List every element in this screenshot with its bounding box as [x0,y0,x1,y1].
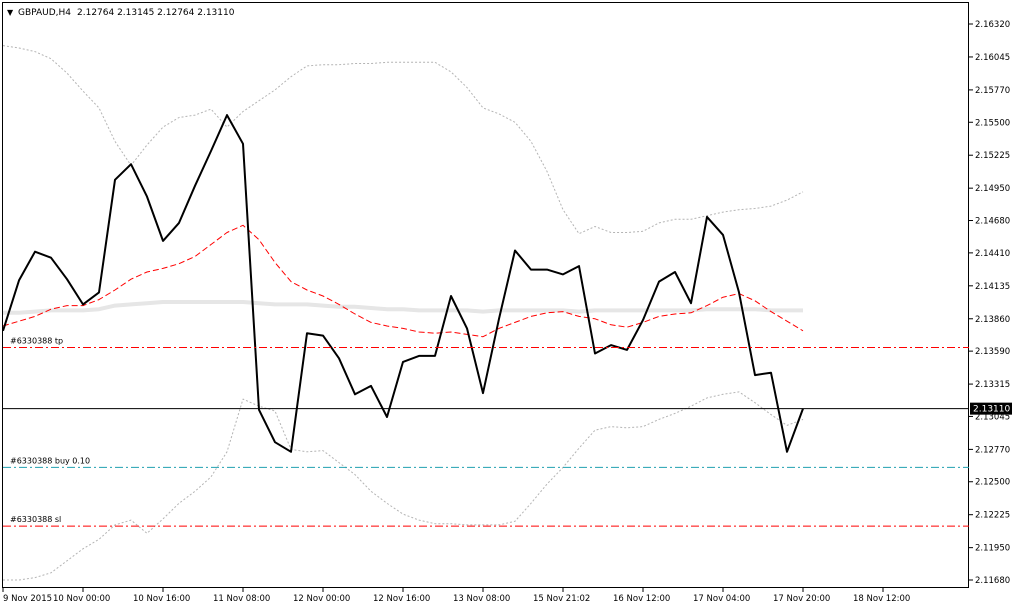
y-tick-label: 2.12500 [975,478,1010,488]
x-tick-label: 10 Nov 00:00 [53,594,110,604]
dropdown-arrow-icon[interactable]: ▼ [7,8,14,17]
x-tick-label: 13 Nov 08:00 [453,594,510,604]
ohlc-values: 2.12764 2.13145 2.12764 2.13110 [77,8,235,18]
x-tick-label: 17 Nov 20:00 [773,594,830,604]
y-tick-label: 2.14410 [975,249,1010,259]
x-tick-label: 10 Nov 16:00 [133,594,190,604]
level-label: #6330388 sl [10,515,61,524]
x-tick-label: 11 Nov 08:00 [213,594,270,604]
x-tick-label: 17 Nov 04:00 [693,594,750,604]
x-axis: 9 Nov 2015 10 Nov 00:00 10 Nov 16:00 11 Nov… [2,588,910,604]
y-tick-label: 2.15500 [975,118,1010,128]
x-tick-label: 12 Nov 00:00 [293,594,350,604]
y-tick-label: 2.16320 [975,20,1010,30]
current-price-label: 2.13110 [973,405,1010,415]
x-tick-label: 12 Nov 16:00 [373,594,430,604]
y-tick-label: 2.12770 [975,445,1010,455]
slow-ma-line [3,300,803,315]
y-tick-label: 2.15770 [975,86,1010,96]
y-tick-label: 2.15225 [975,151,1010,161]
symbol-timeframe: GBPAUD,H4 [18,8,71,18]
order-levels: #6330388 tp #6330388 buy 0.10 #6330388 sl [3,337,969,527]
y-axis: 2.16320 2.16045 2.15770 2.15500 2.15225 2.149… [969,20,1010,586]
level-label: #6330388 buy 0.10 [10,456,90,465]
y-tick-label: 2.14680 [975,217,1010,227]
price-line [2,114,804,453]
series-layer [2,45,804,581]
y-tick-label: 2.13045 [975,412,1010,422]
upper-band-line [2,45,804,235]
x-tick-label: 15 Nov 21:02 [533,594,590,604]
y-tick-label: 2.16045 [975,53,1010,63]
x-tick-label: 9 Nov 2015 [3,594,52,604]
fast-ma-line [2,224,804,338]
lower-band-line [3,391,804,581]
y-tick-label: 2.12225 [975,511,1010,521]
plot-frame [2,2,969,588]
y-tick-label: 2.13590 [975,347,1010,357]
chart-header: ▼ GBPAUD,H4 2.12764 2.13145 2.12764 2.13… [7,8,235,18]
y-tick-label: 2.14135 [975,282,1010,292]
level-label: #6330388 tp [10,337,63,346]
x-tick-label: 18 Nov 12:00 [853,594,910,604]
x-tick-label: 16 Nov 12:00 [613,594,670,604]
current-price-tag: 2.13110 [970,402,1012,415]
y-tick-label: 2.13315 [975,380,1010,390]
y-tick-label: 2.14950 [975,184,1010,194]
y-tick-label: 2.11950 [975,544,1010,554]
y-tick-label: 2.11680 [975,576,1010,586]
y-tick-label: 2.13860 [975,315,1010,325]
